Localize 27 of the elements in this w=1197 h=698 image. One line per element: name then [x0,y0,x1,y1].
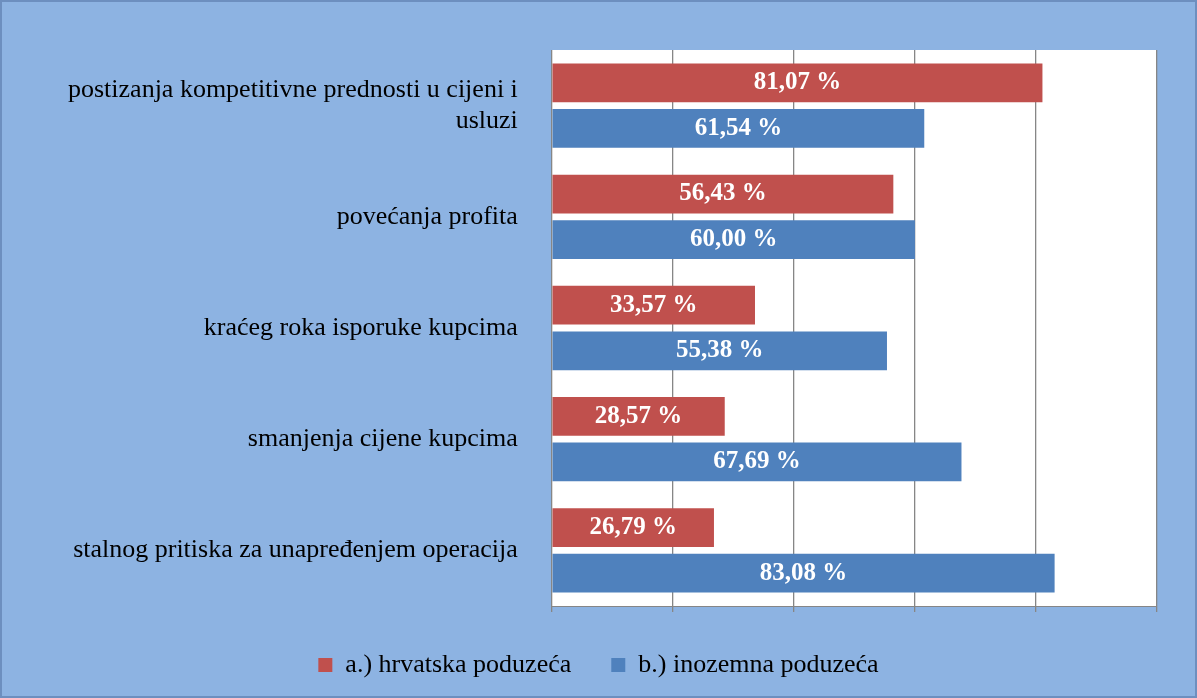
data-label: 61,54 % [694,112,783,140]
bar [552,397,725,436]
legend-label: a.) hrvatska poduzeća [345,648,572,678]
bar [552,331,887,371]
y-tick-label: postizanja kompetitivne prednosti u cijeni i usluzi [67,73,518,135]
y-tick-label: smanjenja cijene kupcima [247,423,519,453]
y-tick-label: stalnog pritiska za unapređenjem operacija [73,534,519,564]
data-label: 81,07 % [753,67,842,95]
data-label: 60,00 % [689,224,778,252]
data-label: 33,57 % [610,289,698,317]
bar [552,174,894,214]
data-label: 56,43 % [679,178,767,206]
bar [552,553,1055,593]
data-label: 83,08 % [759,557,848,585]
bar [552,442,962,482]
bar [552,63,1043,103]
y-tick-label: povećanja profita [336,200,519,230]
data-label: 67,69 % [713,446,801,474]
bar [552,220,915,259]
bar [552,285,755,325]
data-label: 55,38 % [675,335,764,363]
y-tick-label: kraćeg roka isporuke kupcima [203,311,519,341]
legend-label: b.) inozemna poduzeća [638,648,880,678]
data-label: 26,79 % [589,512,677,540]
data-label: 28,57 % [594,400,683,428]
bar [552,109,925,148]
bar [552,508,714,547]
